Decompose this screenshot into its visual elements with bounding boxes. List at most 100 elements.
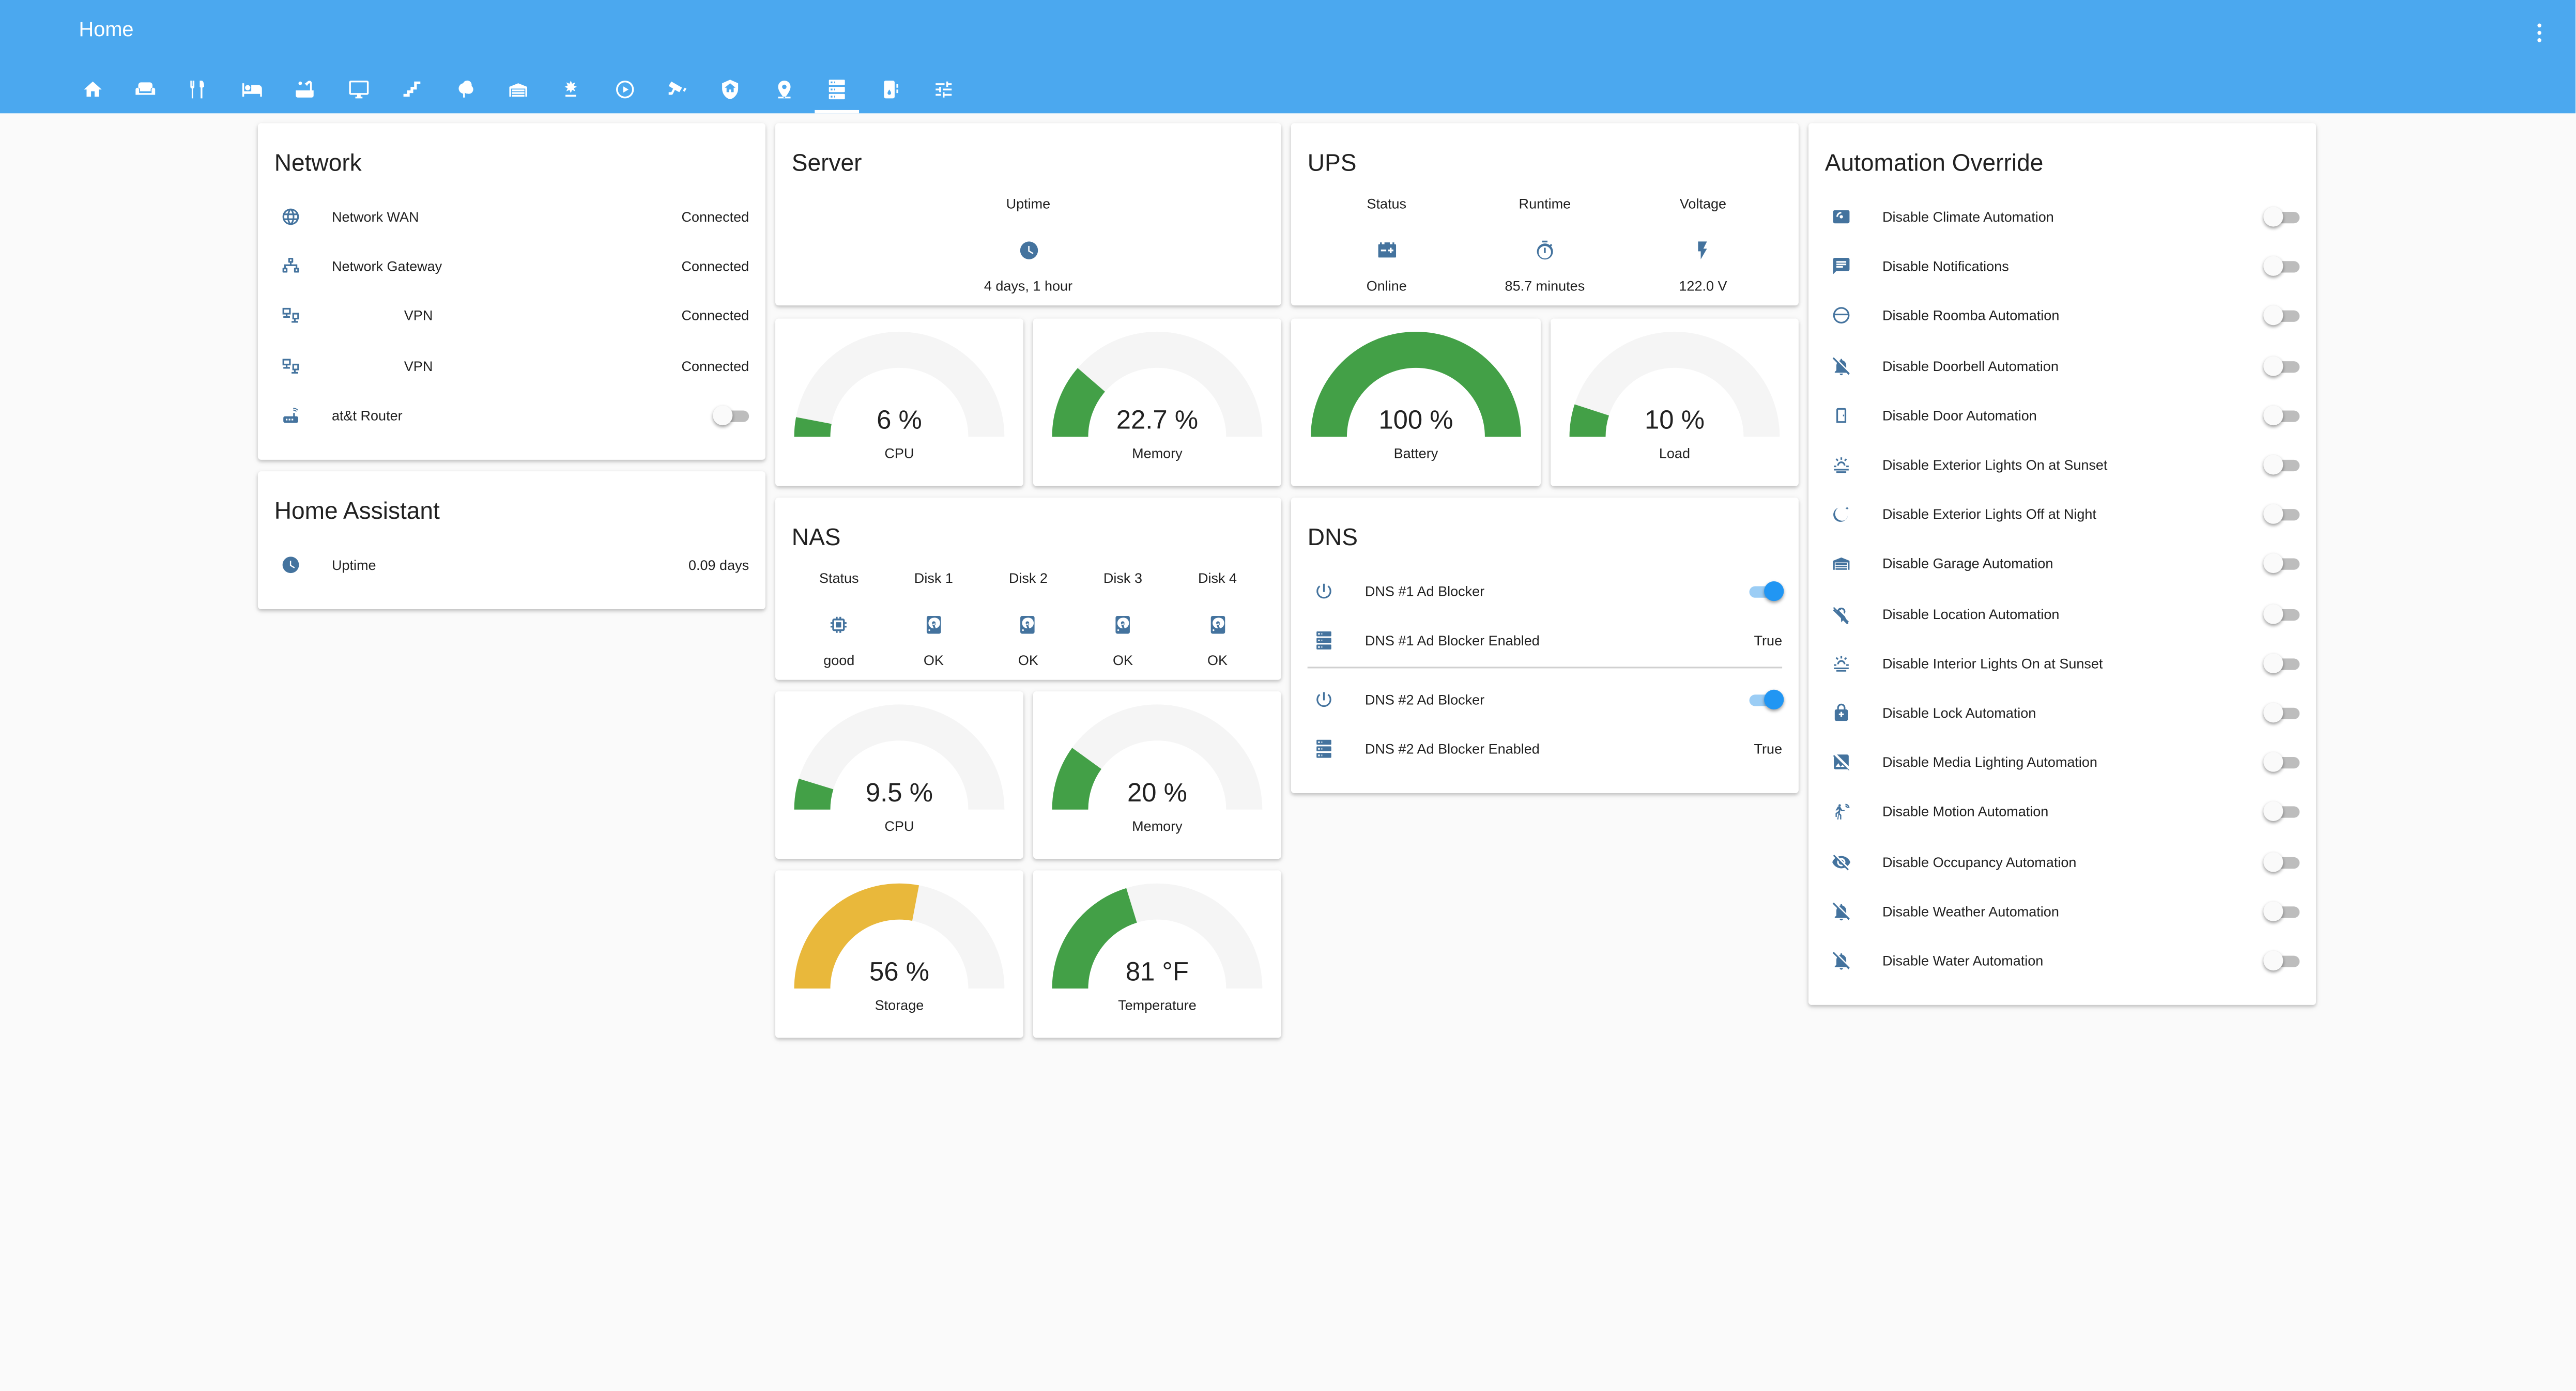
entity-name: Disable Interior Lights On at Sunset xyxy=(1882,655,2103,672)
toggle-switch[interactable] xyxy=(2263,752,2300,772)
toggle-switch[interactable] xyxy=(2263,554,2300,574)
entity-row[interactable]: VPN Connected xyxy=(274,349,749,382)
entity-row[interactable]: Disable Garage Automation xyxy=(1825,548,2300,581)
entity-row[interactable]: Disable Exterior Lights On at Sunset xyxy=(1825,449,2300,482)
glance-column[interactable]: Voltage 122.0 V xyxy=(1624,195,1782,294)
entity-row[interactable]: Disable Door Automation xyxy=(1825,399,2300,432)
toggle-switch[interactable] xyxy=(713,405,749,425)
garage-icon xyxy=(1825,548,1858,581)
gauge-fill xyxy=(794,778,834,810)
glance-column[interactable]: Disk 4 OK xyxy=(1170,570,1265,669)
glance-column[interactable]: Runtime 85.7 minutes xyxy=(1466,195,1624,294)
tab-home[interactable] xyxy=(66,66,119,113)
more-vert-icon[interactable] xyxy=(2526,20,2553,46)
harddisk-icon xyxy=(923,606,944,642)
toggle-switch[interactable] xyxy=(2263,207,2300,227)
entity-row[interactable]: Disable Water Automation xyxy=(1825,944,2300,977)
entity-name: Disable Media Lighting Automation xyxy=(1882,754,2097,771)
server-icon xyxy=(1308,624,1341,657)
entity-name: Disable Doorbell Automation xyxy=(1882,357,2059,374)
entity-row[interactable]: Network Gateway Connected xyxy=(274,250,749,283)
entity-row[interactable]: Network WAN Connected xyxy=(274,200,749,234)
glance-label: Status xyxy=(1367,195,1407,212)
tab-weather[interactable] xyxy=(545,66,598,113)
entity-row[interactable]: Disable Doorbell Automation xyxy=(1825,349,2300,382)
entity-row[interactable]: Disable Motion Automation xyxy=(1825,795,2300,828)
entity-row[interactable]: Disable Notifications xyxy=(1825,250,2300,283)
toggle-switch[interactable] xyxy=(2263,703,2300,723)
glance-column[interactable]: Disk 1 OK xyxy=(886,570,981,669)
tab-map-marker[interactable] xyxy=(757,66,810,113)
tab-water-heater[interactable] xyxy=(864,66,917,113)
glance-value: OK xyxy=(1018,652,1038,669)
gauge-value: 81 °F xyxy=(1125,959,1189,987)
dns-sensor-row[interactable]: DNS #1 Ad Blocker Enabled True xyxy=(1308,624,1782,657)
entity-state: Connected xyxy=(681,208,749,225)
dns-switch-row[interactable]: DNS #1 Ad Blocker xyxy=(1308,575,1784,608)
entity-name: Disable Water Automation xyxy=(1882,952,2044,969)
tab-sofa[interactable] xyxy=(119,66,172,113)
weather-sunset-icon xyxy=(1825,646,1858,679)
entity-row[interactable]: Disable Weather Automation xyxy=(1825,894,2300,928)
glance-column[interactable]: Status good xyxy=(792,570,886,669)
entity-row[interactable]: at&t Router xyxy=(274,399,749,432)
toggle-switch[interactable] xyxy=(2263,504,2300,524)
tab-tune[interactable] xyxy=(917,66,970,113)
tab-silverware[interactable] xyxy=(172,66,225,113)
vpn-icon xyxy=(274,300,308,333)
dns-sensor-row[interactable]: DNS #2 Ad Blocker Enabled True xyxy=(1308,732,1782,765)
tab-cctv[interactable] xyxy=(651,66,704,113)
toggle-switch[interactable] xyxy=(2263,802,2300,822)
tab-bed[interactable] xyxy=(225,66,279,113)
server-title: Server xyxy=(791,151,862,178)
entity-row[interactable]: Disable Climate Automation xyxy=(1825,200,2300,234)
tab-server[interactable] xyxy=(810,66,864,114)
toggle-switch[interactable] xyxy=(2263,852,2300,872)
tab-bathtub[interactable] xyxy=(279,66,332,113)
map-marker-off-icon xyxy=(1825,597,1858,630)
tab-shield-home[interactable] xyxy=(704,66,757,113)
tab-stairs[interactable] xyxy=(385,66,438,113)
tab-monitor[interactable] xyxy=(332,66,385,113)
toggle-switch[interactable] xyxy=(2263,951,2300,971)
entity-row[interactable]: Disable Roomba Automation xyxy=(1825,300,2300,333)
glance-column[interactable]: Disk 3 OK xyxy=(1076,570,1170,669)
router-icon xyxy=(274,399,308,432)
entity-name: Disable Garage Automation xyxy=(1882,555,2053,573)
entity-row[interactable]: Disable Location Automation xyxy=(1825,597,2300,630)
toggle-switch[interactable] xyxy=(2263,901,2300,921)
garage-icon xyxy=(507,79,528,100)
toggle-switch[interactable] xyxy=(2263,256,2300,276)
entity-name: Disable Lock Automation xyxy=(1882,704,2036,721)
gauge-svg xyxy=(1311,332,1521,437)
tab-garage[interactable] xyxy=(492,66,545,113)
toggle-switch[interactable] xyxy=(2263,356,2300,376)
dns-switch-row[interactable]: DNS #2 Ad Blocker xyxy=(1308,683,1784,716)
tab-tree[interactable] xyxy=(438,66,492,113)
home-assistant-card: Home Assistant Uptime 0.09 days xyxy=(257,471,765,610)
toggle-switch[interactable] xyxy=(2263,604,2300,624)
harddisk-icon xyxy=(1207,606,1228,642)
entity-row[interactable]: Disable Interior Lights On at Sunset xyxy=(1825,646,2300,679)
toggle-switch[interactable] xyxy=(2263,306,2300,326)
tab-play-circle[interactable] xyxy=(597,66,651,113)
lock-icon xyxy=(1825,696,1858,729)
nas-card: NAS Status good Disk 1 OK Disk 2 OK Disk 3 … xyxy=(775,497,1281,680)
app-header: Home xyxy=(0,0,2576,114)
ad-blocker-toggle[interactable] xyxy=(1746,581,1784,601)
entity-row[interactable]: Disable Lock Automation xyxy=(1825,696,2300,729)
ad-blocker-toggle[interactable] xyxy=(1746,689,1784,709)
glance-value: Online xyxy=(1366,277,1407,294)
toggle-switch[interactable] xyxy=(2263,455,2300,475)
entity-row[interactable]: Disable Exterior Lights Off at Night xyxy=(1825,498,2300,531)
entity-name: DNS #2 Ad Blocker Enabled xyxy=(1364,740,1540,758)
entity-row[interactable]: Uptime 0.09 days xyxy=(274,548,749,581)
entity-row[interactable]: VPN Connected xyxy=(274,300,749,333)
glance-column[interactable]: Disk 2 OK xyxy=(981,570,1076,669)
entity-row[interactable]: Disable Occupancy Automation xyxy=(1825,845,2300,878)
entity-row[interactable]: Disable Media Lighting Automation xyxy=(1825,746,2300,779)
bathtub-icon xyxy=(295,79,316,100)
toggle-switch[interactable] xyxy=(2263,405,2300,425)
glance-column[interactable]: Status Online xyxy=(1308,195,1466,294)
toggle-switch[interactable] xyxy=(2263,653,2300,673)
